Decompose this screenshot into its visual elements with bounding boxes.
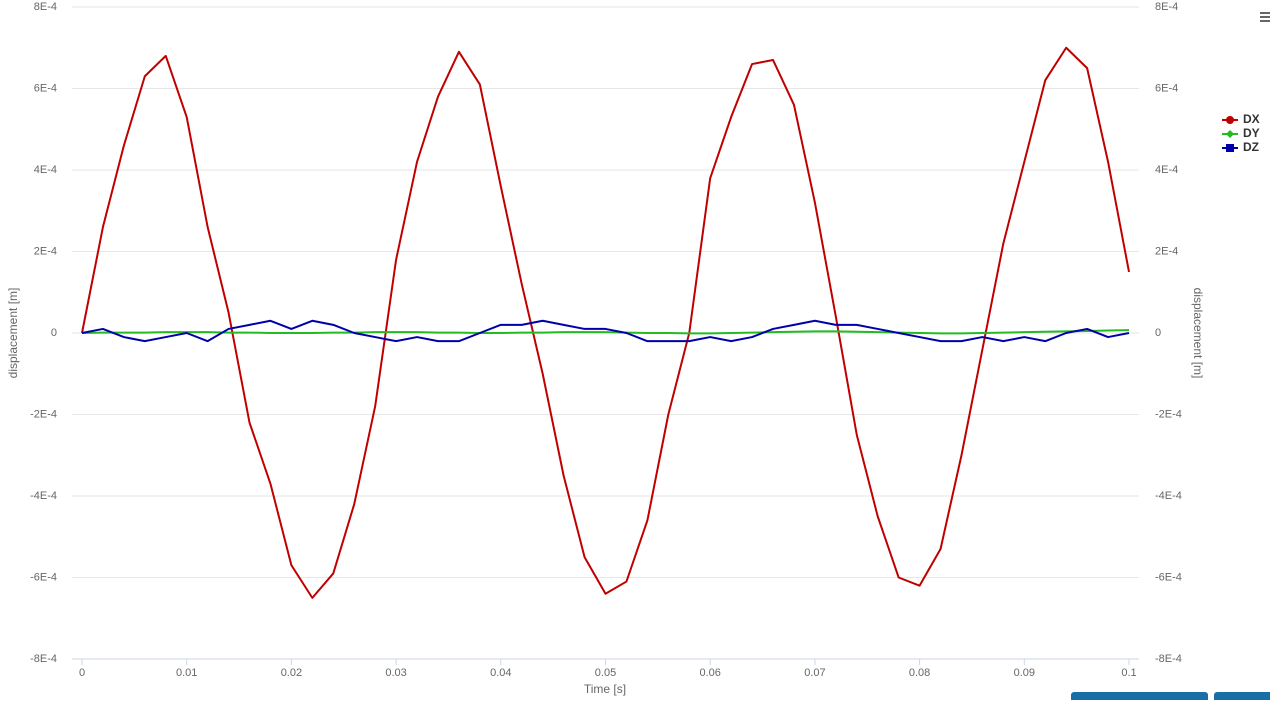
menu-icon[interactable]	[1260, 12, 1270, 22]
legend-label: DX	[1243, 112, 1260, 126]
y-tick-label: 4E-4	[34, 164, 57, 176]
series-line	[81, 46, 1130, 599]
x-tick-label: 0.07	[804, 667, 825, 679]
y2-tick-label: 4E-4	[1155, 164, 1178, 176]
x-tick-label: 0.01	[176, 667, 197, 679]
y2-tick-label: 6E-4	[1155, 82, 1178, 94]
y2-axis-title: displacement [m]	[1191, 288, 1205, 379]
button[interactable]	[1214, 692, 1270, 702]
series-line	[81, 329, 1130, 335]
y-tick-label: 2E-4	[34, 245, 57, 257]
y2-tick-label: 0	[1155, 327, 1161, 339]
series-line	[81, 319, 1130, 343]
y-tick-label: -8E-4	[30, 653, 57, 665]
y2-tick-label: -4E-4	[1155, 490, 1182, 502]
legend-marker	[1226, 116, 1234, 124]
x-tick-label: 0.08	[909, 667, 930, 679]
x-tick-label: 0.04	[490, 667, 511, 679]
y-tick-label: 6E-4	[34, 82, 57, 94]
y-axis-title: displacement [m]	[6, 288, 20, 379]
legend-label: DZ	[1243, 140, 1259, 154]
y2-tick-label: -8E-4	[1155, 653, 1182, 665]
y-tick-label: 0	[51, 327, 57, 339]
y-tick-label: -4E-4	[30, 490, 57, 502]
x-tick-label: 0.03	[385, 667, 406, 679]
y2-tick-label: 8E-4	[1155, 1, 1178, 13]
legend-item[interactable]: DY	[1222, 126, 1260, 140]
y-tick-label: 8E-4	[34, 1, 57, 13]
y-tick-label: -2E-4	[30, 408, 57, 420]
legend-marker	[1226, 130, 1234, 138]
x-tick-label: 0.09	[1014, 667, 1035, 679]
legend-item[interactable]: DZ	[1222, 140, 1259, 154]
x-tick-label: 0.1	[1121, 667, 1136, 679]
x-axis-title: Time [s]	[584, 682, 626, 696]
x-tick-label: 0.05	[595, 667, 616, 679]
legend-label: DY	[1243, 126, 1260, 140]
x-tick-label: 0.06	[699, 667, 720, 679]
menu-bar	[1260, 20, 1270, 22]
y-tick-label: -6E-4	[30, 571, 57, 583]
y2-tick-label: -6E-4	[1155, 571, 1182, 583]
legend-marker	[1226, 144, 1234, 152]
y2-tick-label: 2E-4	[1155, 245, 1178, 257]
x-tick-label: 0.02	[281, 667, 302, 679]
menu-bar	[1260, 16, 1270, 18]
button[interactable]	[1071, 692, 1208, 702]
x-tick-label: 0	[79, 667, 85, 679]
menu-bar	[1260, 12, 1270, 14]
legend-item[interactable]: DX	[1222, 112, 1260, 126]
y2-tick-label: -2E-4	[1155, 408, 1182, 420]
